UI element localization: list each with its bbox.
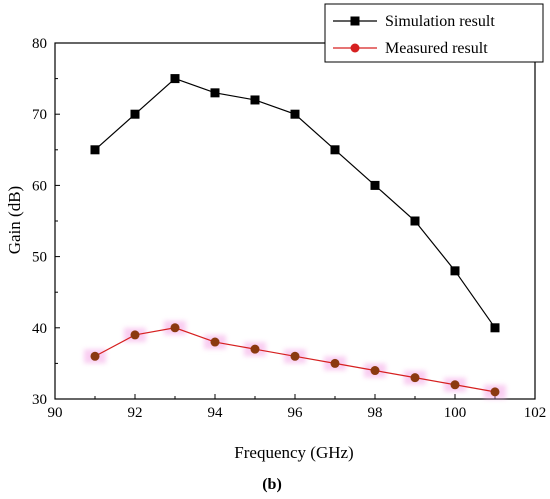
data-point: [170, 323, 180, 333]
data-point: [90, 351, 100, 361]
x-tick-label: 94: [208, 405, 224, 421]
series-simulation: [90, 74, 500, 333]
data-point: [410, 216, 420, 226]
legend: Simulation result Measured result: [324, 3, 544, 63]
data-point: [130, 330, 140, 340]
data-point: [370, 366, 380, 376]
data-point: [170, 74, 180, 84]
data-point: [250, 344, 260, 354]
series-measured: [84, 320, 506, 399]
x-tick-label: 92: [128, 405, 143, 421]
y-tick-label: 70: [32, 107, 47, 123]
data-point: [450, 380, 460, 390]
data-point: [210, 88, 220, 98]
data-point: [410, 373, 420, 383]
x-tick-label: 98: [368, 405, 383, 421]
y-tick-label: 60: [32, 178, 47, 194]
data-point: [330, 358, 340, 368]
data-point: [490, 323, 500, 333]
x-axis-title: Frequency (GHz): [234, 443, 353, 462]
data-point: [330, 145, 340, 155]
legend-box: [324, 3, 544, 63]
plot-area: [54, 42, 536, 400]
x-tick-label: 100: [444, 405, 467, 421]
legend-item: Simulation result: [333, 13, 495, 30]
x-tick-label: 90: [48, 405, 63, 421]
data-point: [250, 95, 260, 105]
data-point: [90, 145, 100, 155]
data-point: [450, 266, 460, 276]
y-tick-label: 80: [32, 36, 47, 52]
legend-marker: [350, 16, 360, 26]
plot-border: [54, 42, 536, 400]
legend-label: Measured result: [385, 40, 488, 57]
axis-ticks: 90 92 94 96 98 100 102 30 40 50 60 70 80: [32, 36, 546, 421]
figure-caption: (b): [262, 476, 282, 493]
data-point: [370, 180, 380, 190]
data-point: [210, 337, 220, 347]
legend-label: Simulation result: [385, 13, 495, 30]
legend-item: Measured result: [333, 40, 488, 57]
y-tick-label: 40: [32, 321, 47, 337]
legend-marker: [350, 43, 360, 53]
y-tick-label: 50: [32, 250, 47, 266]
data-point: [490, 387, 500, 397]
x-tick-label: 96: [288, 405, 304, 421]
y-tick-label: 30: [32, 392, 47, 408]
data-point: [290, 109, 300, 119]
data-point: [130, 109, 140, 119]
data-point: [290, 351, 300, 361]
series-layer: [84, 74, 506, 399]
x-tick-label: 102: [524, 405, 547, 421]
y-axis-title: Gain (dB): [5, 186, 24, 254]
